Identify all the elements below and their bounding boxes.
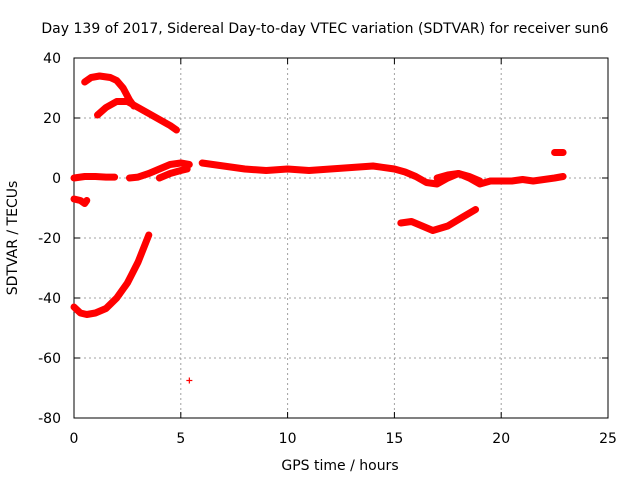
ticks-layer: 0 5 10 15 20 25 -80 -60 -40 -20 0 20 40 <box>38 51 617 447</box>
y-tick-label: -40 <box>38 291 61 307</box>
data-point-marker <box>186 377 193 384</box>
x-tick-label: 25 <box>599 431 617 447</box>
x-tick-label: 10 <box>279 431 297 447</box>
series-arc-zero-low <box>155 165 191 182</box>
y-tick-label: 0 <box>52 171 61 187</box>
x-axis-label: GPS time / hours <box>281 458 398 474</box>
series-arc-small-neg <box>70 195 91 207</box>
y-tick-label: -20 <box>38 231 61 247</box>
x-tick-label: 0 <box>70 431 79 447</box>
series-arc-zero-main <box>198 159 567 188</box>
grid-layer <box>74 58 608 418</box>
x-tick-label: 5 <box>176 431 185 447</box>
y-axis-label: SDTVAR / TECUs <box>5 181 21 296</box>
series-arc-top-b <box>94 98 180 134</box>
series-arc-zero-start <box>70 173 119 182</box>
series-arc-zero-rise <box>126 159 193 182</box>
y-tick-label: 40 <box>43 51 61 67</box>
series-arc-zero-branch <box>433 170 484 185</box>
y-tick-label: -80 <box>38 411 61 427</box>
series-arc-mid-neg <box>397 206 480 234</box>
series-arc-large-neg <box>70 231 153 318</box>
y-tick-label: 20 <box>43 111 61 127</box>
y-tick-label: -60 <box>38 351 61 367</box>
x-tick-label: 20 <box>492 431 510 447</box>
series-layer <box>70 72 567 384</box>
chart-title: Day 139 of 2017, Sidereal Day-to-day VTE… <box>41 21 608 37</box>
x-tick-label: 15 <box>385 431 403 447</box>
series-arc-top-a <box>81 72 138 110</box>
